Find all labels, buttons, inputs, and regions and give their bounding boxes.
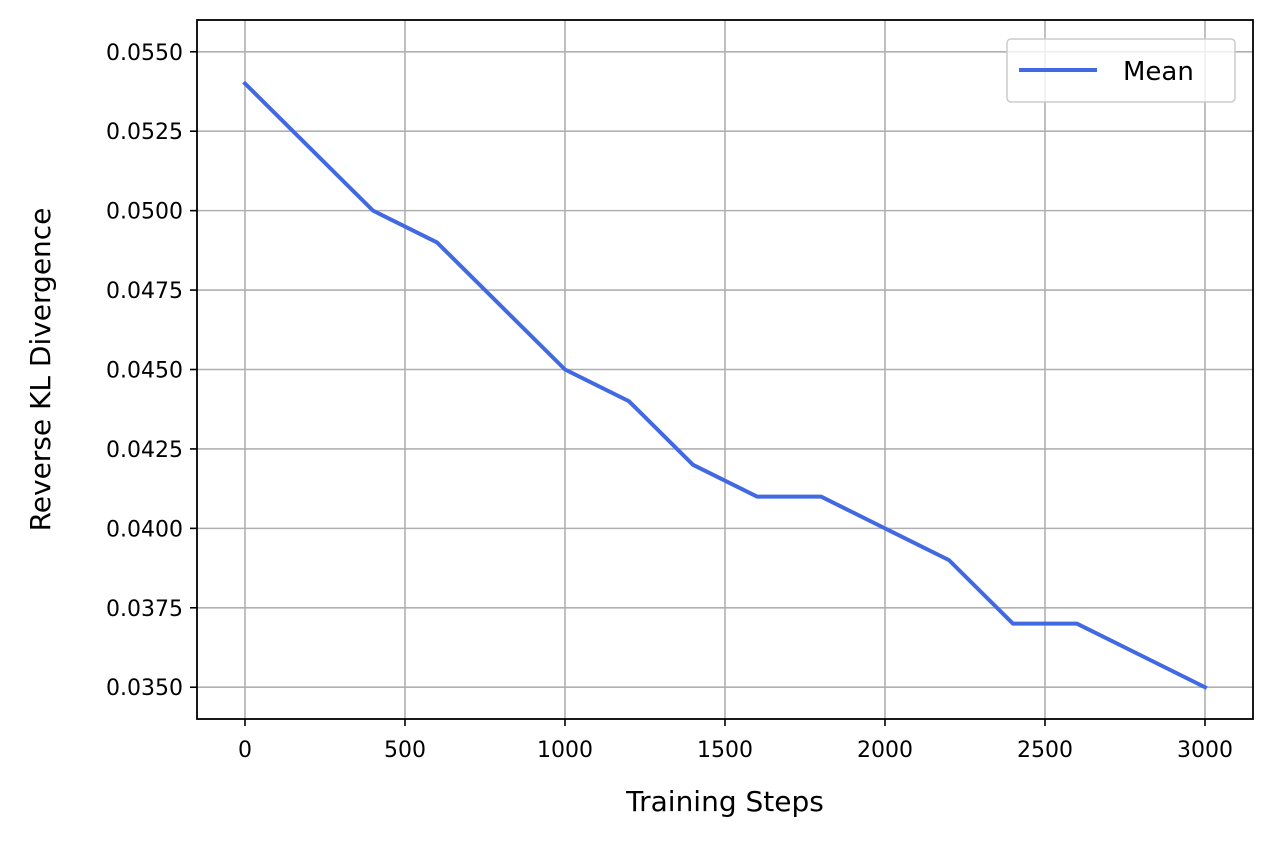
x-tick-label: 3000 [1177, 738, 1233, 763]
series-layer [242, 80, 1208, 690]
legend: Mean [1006, 38, 1236, 103]
y-tick-label: 0.0525 [106, 120, 183, 145]
x-axis-title: Training Steps [625, 785, 824, 818]
y-tick-label: 0.0450 [106, 359, 183, 384]
legend-box [1006, 38, 1236, 103]
legend-label-mean: Mean [1123, 57, 1194, 87]
x-tick-label: 2000 [857, 738, 913, 763]
x-tick-label: 2500 [1017, 738, 1073, 763]
y-tick-label: 0.0350 [106, 676, 183, 701]
grid-lines [197, 20, 1253, 719]
y-tick-label: 0.0500 [106, 200, 183, 225]
y-tick-label: 0.0375 [106, 597, 183, 622]
y-axis-title: Reverse KL Divergence [24, 208, 57, 532]
x-axis-ticks: 0 500 1000 1500 2000 2500 3000 [238, 719, 1233, 763]
y-axis-ticks: 0.0350 0.0375 0.0400 0.0425 0.0450 0.0475 0.05… [106, 41, 197, 701]
x-tick-label: 1500 [697, 738, 753, 763]
y-tick-label: 0.0400 [106, 517, 183, 542]
y-tick-label: 0.0475 [106, 279, 183, 304]
y-tick-label: 0.0425 [106, 438, 183, 463]
series-line-mean [242, 80, 1208, 690]
x-tick-label: 500 [384, 738, 426, 763]
x-tick-label: 0 [238, 738, 252, 763]
x-tick-label: 1000 [537, 738, 593, 763]
y-tick-label: 0.0550 [106, 41, 183, 66]
